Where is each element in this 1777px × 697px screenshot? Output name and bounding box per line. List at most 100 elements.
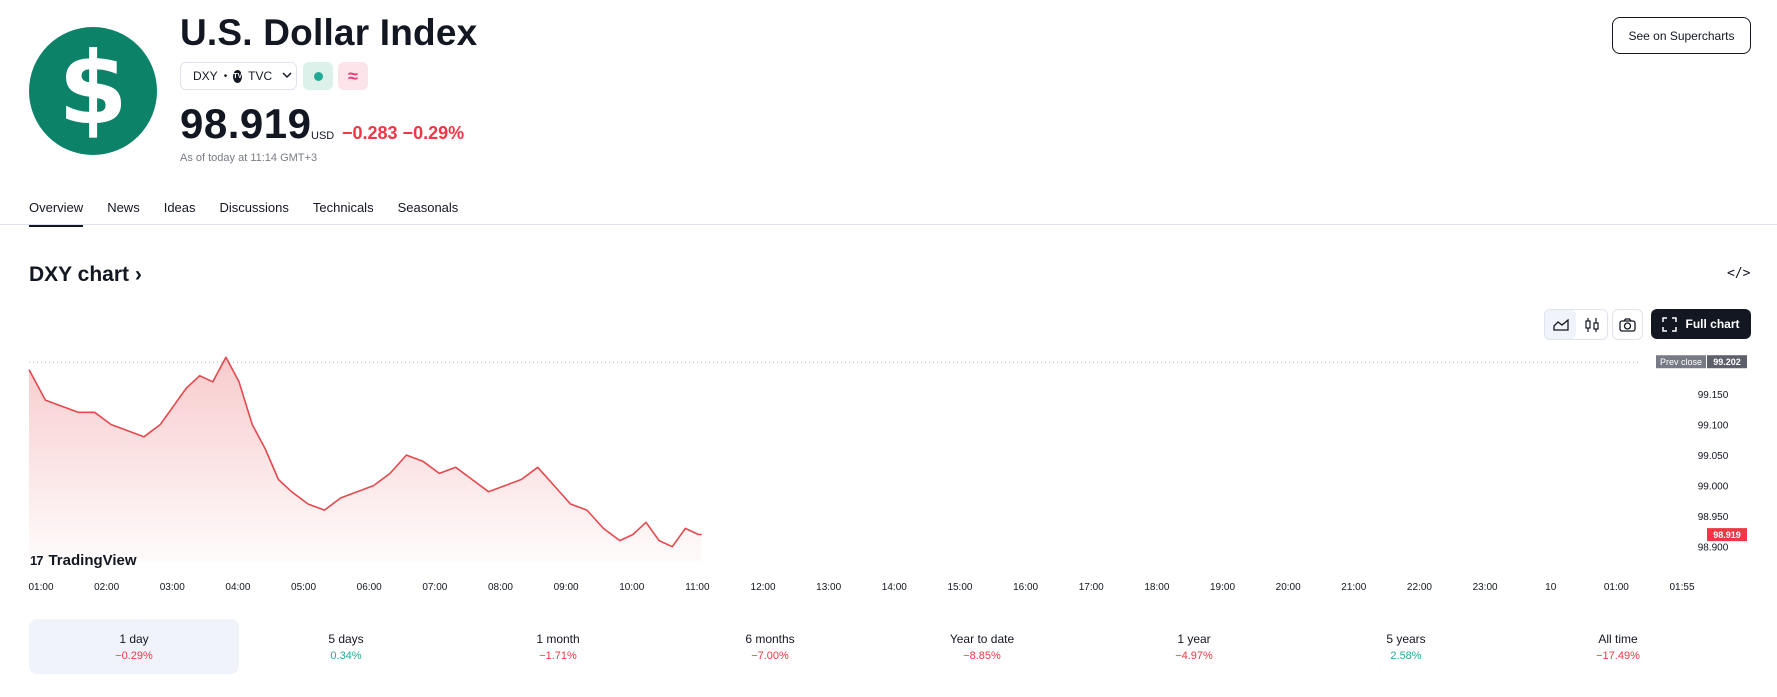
x-tick-label: 19:00 [1210,582,1235,593]
x-tick-label: 11:00 [685,582,710,593]
tab-ideas[interactable]: Ideas [163,200,196,215]
price-area-fill [29,357,702,562]
tab-discussions[interactable]: Discussions [219,200,289,215]
price-currency: USD [311,130,335,142]
period-1-month[interactable]: 1 month −1.71% [453,619,663,674]
period-1-year[interactable]: 1 year −4.97% [1089,619,1299,674]
period-change: −7.00% [751,649,789,662]
delayed-icon: ≈ [348,65,358,86]
tabs-divider [0,224,1777,225]
dollar-icon: $ [29,27,157,155]
x-tick-label: 22:00 [1407,582,1432,593]
x-tick-label: 03:00 [160,582,185,593]
x-tick-label: 01:00 [28,582,53,593]
last-price-tag [1707,528,1747,542]
period-year-to-date[interactable]: Year to date −8.85% [877,619,1087,674]
tab-seasonals[interactable]: Seasonals [397,200,459,215]
period-change: −4.97% [1175,649,1213,662]
tradingview-wordmark: TradingView [48,552,137,569]
page-title: U.S. Dollar Index [180,12,478,53]
period-change: 0.34% [330,649,362,662]
code-icon[interactable]: </> [1727,266,1751,281]
period-change: 2.58% [1390,649,1422,662]
price-change: −0.283 −0.29% [342,123,465,143]
y-tick-label: 99.000 [1698,482,1729,493]
x-tick-label: 09:00 [554,582,579,593]
x-tick-label: 02:00 [94,582,119,593]
area-chart-icon[interactable] [1545,310,1576,339]
x-tick-label: 05:00 [291,582,316,593]
period-5-days[interactable]: 5 days 0.34% [241,619,451,674]
last-price: 98.919 [180,100,312,147]
period-label: 1 year [1177,631,1211,646]
x-tick-label: 14:00 [882,582,907,593]
prev-close-value: 99.202 [1713,357,1741,367]
logo-glyph: $ [58,30,128,147]
market-status-badge[interactable] [303,62,333,90]
period-label: 6 months [745,631,795,646]
exchange-logo-icon: TV [233,69,243,83]
y-tick-label: 98.950 [1698,512,1729,523]
last-price-label: 98.919 [1713,530,1741,540]
period-label: 5 days [328,631,364,646]
price-chart[interactable]: 99.150 99.100 99.050 99.000 98.950 98.900 Prev… [0,350,1777,600]
tab-overview[interactable]: Overview [29,197,84,227]
x-tick-label: 01:55 [1669,582,1694,593]
exchange-label: TVC [248,69,273,83]
period-change: −17.49% [1596,649,1640,662]
prev-close-label: Prev close [1660,357,1702,367]
y-tick-label: 98.900 [1698,543,1729,554]
x-tick-label: 08:00 [488,582,513,593]
separator-dot: • [223,70,228,82]
x-tick-label: 04:00 [225,582,250,593]
camera-icon[interactable] [1612,309,1643,340]
period-1-day[interactable]: 1 day −0.29% [29,619,239,674]
period-label: 1 day [119,631,149,646]
symbol-tabs: Overview News Ideas Discussions Technica… [29,197,482,227]
tradingview-logo: 17 TradingView [30,552,137,569]
x-tick-label: 07:00 [422,582,447,593]
x-tick-label: 23:00 [1473,582,1498,593]
x-tick-label: 18:00 [1144,582,1169,593]
x-tick-label: 10:00 [619,582,644,593]
x-tick-label: 01:00 [1604,582,1629,593]
period-change: −8.85% [963,649,1001,662]
price-line [28,356,702,548]
as-of-timestamp: As of today at 11:14 GMT+3 [180,152,318,164]
chevron-down-icon [282,71,292,82]
x-tick-label: 21:00 [1341,582,1366,593]
chart-style-toggle [1544,309,1608,340]
x-tick-label: 17:00 [1079,582,1104,593]
x-tick-label: 10 [1545,582,1557,593]
period-change: −0.29% [115,649,153,662]
x-tick-label: 13:00 [816,582,841,593]
x-tick-label: 15:00 [947,582,972,593]
x-tick-label: 16:00 [1013,582,1038,593]
prev-close-value-tag [1707,355,1747,369]
tradingview-mark-icon: 17 [30,553,44,568]
chart-heading-link[interactable]: DXY chart › [29,263,142,286]
y-tick-label: 99.050 [1698,451,1729,462]
tab-news[interactable]: News [107,200,140,215]
candles-icon[interactable] [1576,310,1607,339]
fullscreen-icon [1662,316,1678,332]
delayed-data-badge[interactable]: ≈ [338,62,368,90]
period-label: All time [1598,631,1638,646]
market-open-dot-icon [313,71,323,81]
full-chart-button[interactable]: Full chart [1651,309,1751,339]
period-label: Year to date [949,631,1015,646]
y-tick-label: 99.150 [1698,390,1729,401]
symbol-exchange-selector[interactable]: DXY • TV TVC [180,62,297,90]
x-tick-label: 12:00 [751,582,776,593]
x-tick-label: 06:00 [357,582,382,593]
x-tick-label: 20:00 [1276,582,1301,593]
period-label: 1 month [536,631,580,646]
see-on-supercharts-button[interactable]: See on Supercharts [1612,17,1751,54]
period-6-months[interactable]: 6 months −7.00% [665,619,875,674]
period-all-time[interactable]: All time −17.49% [1513,619,1723,674]
period-5-years[interactable]: 5 years 2.58% [1301,619,1511,674]
symbol-label: DXY [193,69,218,83]
y-tick-label: 99.100 [1698,421,1729,432]
period-change: −1.71% [539,649,577,662]
tab-technicals[interactable]: Technicals [312,200,374,215]
